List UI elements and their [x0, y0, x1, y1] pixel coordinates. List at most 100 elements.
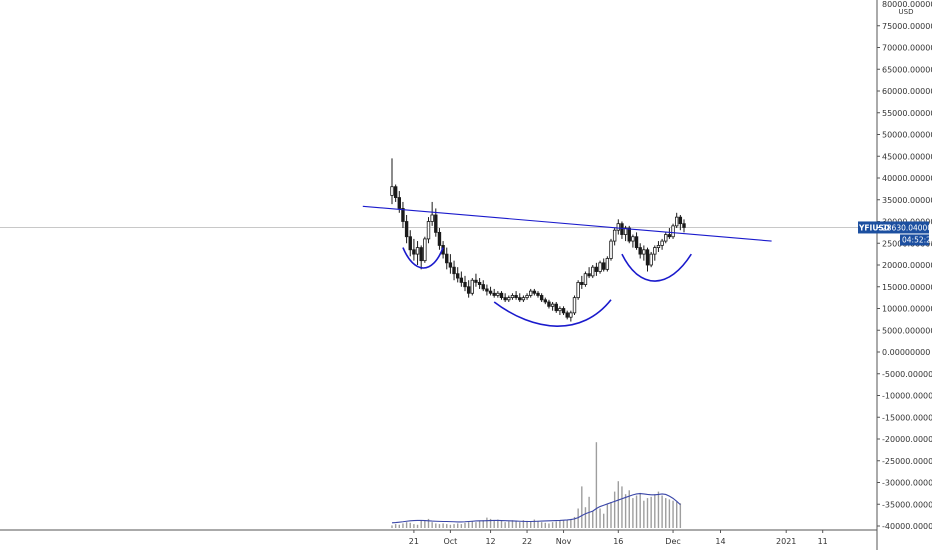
- volume-bar: [530, 521, 532, 528]
- candle: [470, 278, 474, 296]
- volume-bar: [566, 519, 568, 528]
- candle-body: [649, 253, 653, 266]
- volume-bar: [424, 520, 426, 528]
- neckline-trendline[interactable]: [362, 205, 772, 242]
- candle: [653, 245, 657, 261]
- volume-bar: [519, 522, 521, 528]
- volume-bar: [449, 524, 452, 528]
- candle-body: [470, 279, 474, 294]
- volume-bar: [643, 500, 645, 528]
- time-tick-label: Dec: [665, 537, 680, 546]
- candle-body: [408, 236, 412, 251]
- candle: [536, 291, 540, 298]
- volume-bar: [427, 518, 430, 528]
- price-tick-label: 75000.00000000: [882, 22, 932, 31]
- price-tick-label: -35000.00000000: [882, 500, 932, 509]
- candle-body: [642, 249, 646, 255]
- candle: [488, 286, 493, 296]
- candle: [620, 221, 624, 239]
- candle-body: [536, 292, 540, 296]
- volume-bar: [584, 507, 587, 528]
- volume-bar: [665, 498, 667, 528]
- candle-body: [525, 295, 529, 299]
- candle: [675, 212, 679, 229]
- volume-bar: [435, 523, 437, 528]
- right-shoulder-arc[interactable]: [621, 253, 692, 282]
- candle-body: [587, 273, 591, 277]
- candle-body: [583, 273, 588, 285]
- price-tick-label: 45000.00000000: [882, 152, 932, 161]
- volume-bar: [679, 503, 682, 528]
- candle-body: [463, 281, 467, 288]
- price-tick-label: 65000.00000000: [882, 65, 932, 74]
- volume-bar: [515, 521, 517, 528]
- candle: [631, 234, 635, 248]
- candle-body: [543, 299, 547, 303]
- candle-body: [638, 247, 642, 255]
- candle-body: [671, 225, 675, 238]
- candle: [576, 280, 580, 300]
- candle-body: [653, 247, 657, 255]
- volume-bar: [438, 524, 441, 528]
- candle: [485, 284, 489, 296]
- candle: [583, 271, 588, 287]
- candle-body: [423, 238, 427, 262]
- left-shoulder-arc[interactable]: [402, 247, 444, 269]
- volume-bar: [522, 520, 525, 528]
- volume-bar: [592, 511, 594, 528]
- volume-bar: [551, 522, 554, 528]
- candle: [547, 299, 551, 309]
- volume-bar: [511, 520, 514, 528]
- candle: [682, 219, 686, 233]
- price-tick-label: -5000.00000000: [882, 370, 932, 379]
- volume-bar: [508, 521, 510, 528]
- head-arc[interactable]: [493, 299, 612, 327]
- candle-body: [481, 284, 485, 290]
- candle-body: [397, 197, 401, 209]
- time-tick-label: 11: [818, 537, 828, 546]
- candle-body: [434, 214, 438, 233]
- volume-bar: [603, 513, 605, 528]
- candle-body: [518, 297, 522, 301]
- volume-bar: [482, 520, 484, 528]
- candle: [393, 184, 398, 202]
- candle-body: [616, 223, 620, 231]
- volume-bar: [398, 524, 400, 528]
- volume-bar: [595, 442, 598, 528]
- candle: [554, 301, 558, 313]
- candle-body: [561, 308, 566, 314]
- volume-bar: [650, 496, 652, 528]
- price-tick-label: -40000.00000000: [882, 522, 932, 531]
- candle: [499, 291, 504, 300]
- candle-body: [448, 262, 453, 268]
- candle-body: [645, 249, 650, 266]
- candle: [616, 219, 620, 235]
- candle: [514, 291, 518, 300]
- candle: [667, 228, 672, 239]
- candle: [455, 267, 460, 283]
- price-tick-label: 55000.00000000: [882, 109, 932, 118]
- volume-bar: [672, 500, 674, 528]
- price-tick-label: -25000.00000000: [882, 457, 932, 466]
- candle-body: [529, 290, 533, 296]
- volume-bar: [632, 498, 634, 528]
- price-tick-label: 70000.00000000: [882, 44, 932, 53]
- symbol-label: YFIUSD: [858, 223, 890, 232]
- candle-body: [660, 240, 664, 246]
- candle-body: [507, 297, 511, 301]
- candle: [591, 265, 595, 279]
- candle: [580, 275, 584, 289]
- volume-bar: [540, 522, 543, 528]
- candle: [419, 245, 423, 270]
- candle: [477, 278, 482, 289]
- volume-bar: [646, 498, 649, 528]
- candle-body: [521, 297, 526, 301]
- candle-body: [455, 273, 460, 279]
- time-tick-label: 16: [613, 537, 623, 546]
- price-tick-label: -15000.00000000: [882, 413, 932, 422]
- volume-ma-line: [391, 492, 681, 524]
- candle: [474, 273, 478, 287]
